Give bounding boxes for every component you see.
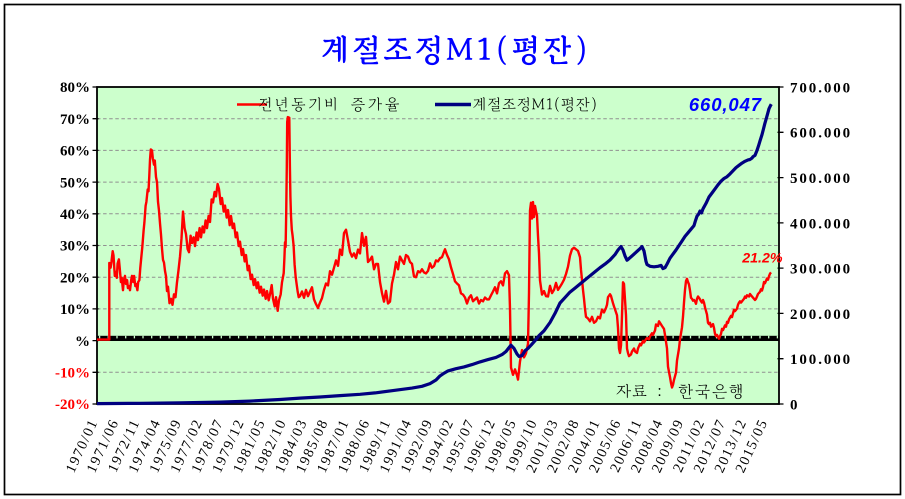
svg-text:50%: 50%	[60, 175, 90, 191]
svg-text:70%: 70%	[60, 112, 90, 128]
svg-text:-10%: -10%	[55, 366, 90, 382]
svg-text:21.2%: 21.2%	[741, 251, 783, 267]
svg-text:0: 0	[790, 397, 799, 413]
svg-text:400.000: 400.000	[790, 216, 852, 232]
svg-text:100.000: 100.000	[790, 352, 852, 368]
svg-text:-20%: -20%	[55, 397, 90, 413]
svg-text:60%: 60%	[60, 144, 90, 160]
svg-text:500.000: 500.000	[790, 171, 852, 187]
svg-text:200.000: 200.000	[790, 307, 852, 323]
svg-text:700.000: 700.000	[790, 80, 852, 96]
svg-text:80%: 80%	[60, 80, 90, 96]
svg-text:600.000: 600.000	[790, 126, 852, 142]
svg-text:40%: 40%	[60, 207, 90, 223]
svg-text:300.000: 300.000	[790, 262, 852, 278]
svg-text:20%: 20%	[60, 270, 90, 286]
svg-text:10%: 10%	[60, 302, 90, 318]
svg-text:660,047: 660,047	[689, 94, 763, 115]
svg-text:%: %	[75, 334, 90, 350]
svg-text:30%: 30%	[60, 239, 90, 255]
